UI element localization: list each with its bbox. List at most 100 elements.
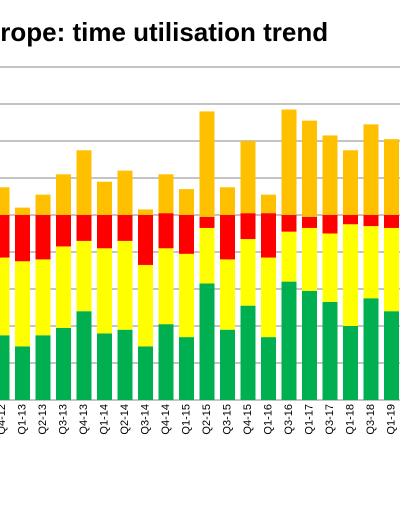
bar-segment: [76, 215, 92, 241]
bar-segment: [0, 257, 10, 336]
bar-segment: [117, 215, 133, 241]
bar-segment: [343, 326, 358, 400]
bar-segment: [76, 150, 92, 215]
x-tick-label: Q1-13: [16, 404, 28, 435]
bar-segment: [158, 174, 174, 214]
bar-segment: [322, 135, 338, 215]
bar-segment: [363, 124, 379, 215]
bar-segment: [56, 174, 71, 215]
bar-segment: [343, 215, 358, 225]
bar-segment: [179, 253, 194, 338]
x-tick-label: Q3-16: [283, 404, 295, 435]
bar-segment: [261, 337, 276, 400]
x-tick-label: Q3-13: [57, 404, 69, 435]
bar-segment: [0, 335, 10, 400]
bar-segment: [240, 213, 256, 240]
x-tick-label: Q4-12: [0, 404, 8, 435]
bar-segment: [76, 240, 92, 312]
bar-segment: [158, 213, 174, 249]
bar-segment: [384, 215, 399, 228]
bar-segment: [199, 283, 215, 400]
x-tick-label: Q1-19: [385, 404, 397, 435]
bar-segment: [97, 181, 112, 215]
bar-segment: [281, 109, 297, 215]
bar-segment: [261, 257, 276, 338]
bar-segment: [117, 329, 133, 400]
bar-segment: [281, 215, 297, 232]
bar-segment: [302, 216, 317, 228]
bar-segment: [97, 248, 112, 334]
bar-segment: [138, 264, 153, 347]
bar-segment: [179, 337, 194, 400]
x-tick-label: Q1-17: [303, 404, 315, 435]
chart-title: Europe: time utilisation trend: [0, 17, 328, 47]
bar-segment: [35, 335, 51, 400]
bar-segment: [15, 261, 30, 347]
bar-segment: [138, 346, 153, 400]
x-tick-label: Q4-14: [160, 404, 172, 435]
bar-segment: [220, 259, 235, 330]
bar-segment: [302, 120, 317, 217]
bar-segment: [281, 281, 297, 400]
bar-segment: [199, 227, 215, 284]
bar-segment: [0, 215, 10, 258]
x-tick-label: Q1-14: [98, 404, 110, 435]
bar-segment: [138, 215, 153, 265]
bar-segment: [199, 216, 215, 228]
bar-segment: [117, 170, 133, 215]
bar-segment: [363, 215, 379, 227]
x-tick-label: Q3-14: [139, 404, 151, 435]
bar-segment: [76, 311, 92, 400]
bar-segment: [322, 215, 338, 234]
bar-segment: [261, 213, 276, 258]
x-tick-label: Q2-14: [119, 404, 131, 435]
bar-segment: [363, 226, 379, 299]
bar-segment: [179, 215, 194, 254]
bar-segment: [240, 239, 256, 306]
x-tick-label: Q2-13: [37, 404, 49, 435]
bar-segment: [56, 246, 71, 328]
bar-segment: [220, 187, 235, 215]
bar-segment: [302, 227, 317, 291]
bar-segment: [199, 111, 215, 217]
bar-segment: [0, 187, 10, 215]
bar-segment: [97, 333, 112, 400]
bar-segment: [220, 215, 235, 260]
x-tick-label: Q4-15: [242, 404, 254, 435]
bar-segment: [220, 329, 235, 400]
bar-segment: [322, 301, 338, 400]
bar-segment: [15, 346, 30, 400]
bar-segment: [281, 231, 297, 282]
bar-segment: [343, 224, 358, 326]
bar-segment: [302, 290, 317, 400]
x-tick-label: Q3-17: [324, 404, 336, 435]
bar-segment: [15, 215, 30, 262]
x-tick-label: Q1-18: [344, 404, 356, 435]
x-tick-label: Q3-18: [365, 404, 377, 435]
bar-segment: [322, 233, 338, 302]
x-tick-label: Q1-16: [262, 404, 274, 435]
bar-segment: [384, 139, 399, 215]
bar-segment: [158, 248, 174, 325]
bar-segment: [363, 298, 379, 400]
bar-segment: [384, 311, 399, 400]
bar-segment: [343, 150, 358, 215]
bar-segment: [179, 189, 194, 215]
bar-segment: [35, 259, 51, 336]
x-tick-label: Q3-15: [221, 404, 233, 435]
x-tick-label: Q1-15: [180, 404, 192, 435]
x-tick-label: Q2-15: [201, 404, 213, 435]
bar-segment: [35, 194, 51, 215]
bar-segment: [158, 324, 174, 400]
bar-segment: [35, 215, 51, 260]
bar-segment: [56, 327, 71, 400]
bar-segment: [56, 215, 71, 247]
bar-segment: [117, 240, 133, 330]
bar-segment: [97, 215, 112, 249]
bar-segment: [384, 227, 399, 312]
bar-segment: [240, 141, 256, 214]
bar-segment: [261, 194, 276, 214]
x-tick-label: Q4-13: [78, 404, 90, 435]
bar-segment: [15, 207, 30, 215]
